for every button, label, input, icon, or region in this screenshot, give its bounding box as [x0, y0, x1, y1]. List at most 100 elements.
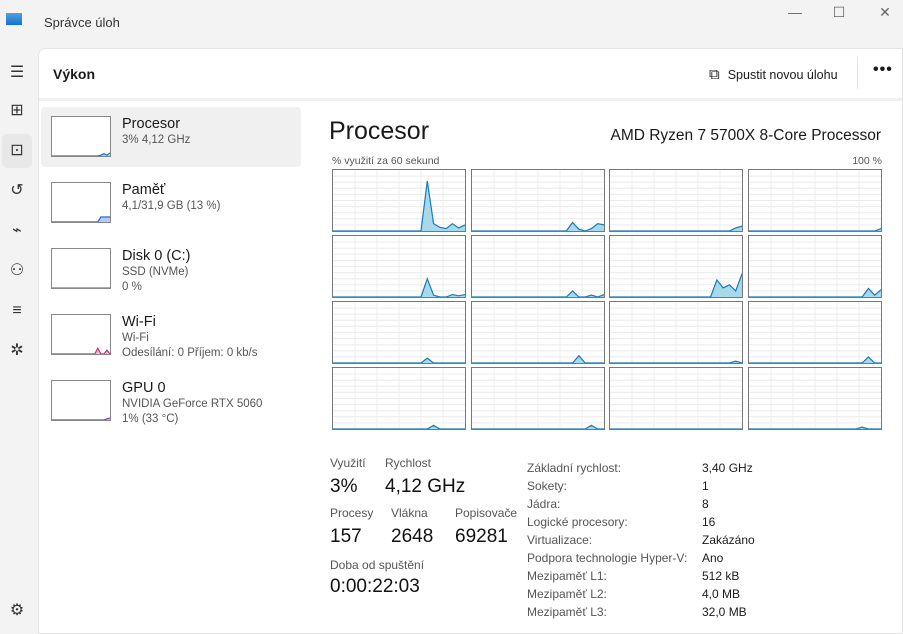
- processes-value: 157: [330, 526, 362, 547]
- usage-line: [52, 417, 111, 421]
- window-title: Správce úloh: [44, 15, 120, 30]
- maximize-icon[interactable]: ☐: [832, 4, 846, 20]
- usage-area: [471, 222, 604, 231]
- usage-graph: [52, 417, 111, 421]
- core-graph-9: [470, 301, 605, 364]
- thumbnail-graph: [51, 380, 111, 421]
- processes-label: Procesy: [330, 506, 374, 520]
- core-graph-10: [609, 301, 743, 364]
- users-icon[interactable]: ⚇: [9, 262, 25, 279]
- spec-label: Mezipaměť L1:: [527, 569, 607, 583]
- usage-graph: [333, 368, 465, 430]
- spec-label: Mezipaměť L3:: [527, 605, 607, 619]
- core-graph-4: [332, 235, 466, 298]
- sidebar-item[interactable]: Paměť 4,1/31,9 GB (13 %): [41, 173, 301, 233]
- graph-max-label: 100 %: [852, 155, 882, 167]
- sidebar-item-detail: 4,1/31,9 GB (13 %): [122, 200, 221, 212]
- core-graph-3: [747, 169, 882, 232]
- settings-icon[interactable]: ⚙: [9, 602, 25, 619]
- usage-graph: [52, 216, 110, 223]
- core-graph-7: [747, 235, 882, 298]
- run-new-task-button[interactable]: ⧉ Spustit novou úlohu: [709, 66, 838, 83]
- usage-area: [52, 216, 110, 222]
- usage-graph: [610, 368, 742, 430]
- spec-value: 16: [702, 515, 716, 529]
- core-graph-13: [470, 367, 605, 430]
- sidebar-item-name: Procesor: [122, 116, 181, 132]
- usage-area: [748, 356, 881, 363]
- spec-label: Základní rychlost:: [527, 461, 622, 475]
- usage-graph: [471, 302, 604, 364]
- divider: [857, 57, 858, 89]
- spec-value: Ano: [702, 551, 724, 565]
- spec-value: 3,40 GHz: [702, 461, 753, 475]
- usage-graph: [333, 236, 466, 298]
- core-graph-11: [747, 301, 882, 364]
- sidebar-item-detail: Odesílání: 0 Příjem: 0 kb/s: [122, 347, 258, 359]
- sidebar-item-detail: 0 %: [122, 281, 142, 293]
- spec-value: 1: [702, 479, 709, 493]
- spec-value: 4,0 MB: [702, 587, 741, 601]
- spec-label: Logické procesory:: [527, 515, 628, 529]
- sidebar-item[interactable]: Disk 0 (C:) SSD (NVMe) 0 %: [41, 239, 301, 299]
- page-title: Výkon: [53, 66, 96, 82]
- sidebar-item-name: GPU 0: [122, 380, 166, 396]
- close-icon[interactable]: ✕: [879, 4, 891, 20]
- services-icon[interactable]: ✲: [10, 342, 24, 359]
- usage-graph: [471, 236, 604, 298]
- core-graph-0: [332, 169, 466, 232]
- spec-value: 32,0 MB: [702, 605, 747, 619]
- handles-value: 69281: [455, 526, 508, 547]
- usage-graph: [748, 368, 881, 430]
- spec-label: Mezipaměť L2:: [527, 587, 607, 601]
- usage-area: [52, 152, 110, 156]
- hamburger-icon[interactable]: ☰: [9, 64, 25, 81]
- usage-area: [471, 425, 604, 429]
- usage-graph: [748, 302, 881, 364]
- usage-area: [52, 348, 110, 354]
- sidebar-item-detail: Wi-Fi: [122, 332, 149, 344]
- app-history-icon[interactable]: ↺: [10, 182, 24, 199]
- uptime-value: 0:00:22:03: [330, 576, 420, 597]
- spec-value: 512 kB: [702, 569, 740, 583]
- sidebar-item-detail: SSD (NVMe): [122, 266, 189, 278]
- sidebar-item[interactable]: GPU 0 NVIDIA GeForce RTX 5060 1% (33 °C): [41, 371, 301, 431]
- nav-rail: ☰ ⊞ ⊡ ↺ ⌁ ⚇ ≡ ✲ ⚙: [0, 46, 38, 634]
- sidebar-item-name: Paměť: [122, 182, 166, 198]
- spec-value: Zakázáno: [702, 533, 755, 547]
- handles-label: Popisovače: [455, 506, 518, 520]
- sidebar-item-detail: 1% (33 °C): [122, 413, 179, 425]
- more-options-button[interactable]: •••: [873, 61, 893, 78]
- usage-line: [52, 346, 111, 355]
- core-graph-2: [609, 169, 743, 232]
- usage-graph: [333, 302, 465, 364]
- details-icon[interactable]: ≡: [12, 302, 22, 319]
- usage-graph: [748, 236, 881, 298]
- core-graph-5: [470, 235, 605, 298]
- spec-label: Jádra:: [527, 497, 561, 511]
- usage-area: [471, 355, 604, 363]
- spec-label: Sokety:: [527, 479, 568, 493]
- usage-area: [748, 288, 881, 297]
- processes-icon[interactable]: ⊞: [10, 102, 24, 119]
- usage-graph: [610, 236, 743, 298]
- core-graph-8: [332, 301, 466, 364]
- usage-graph: [471, 170, 604, 232]
- sidebar-item-detail: NVIDIA GeForce RTX 5060: [122, 398, 263, 410]
- sidebar-item[interactable]: Wi-Fi Wi-Fi Odesílání: 0 Příjem: 0 kb/s: [41, 305, 301, 365]
- graph-label: % využití za 60 sekund: [332, 155, 440, 167]
- thumbnail-graph: [51, 182, 111, 223]
- sidebar-item-detail: 3% 4,12 GHz: [122, 134, 191, 146]
- performance-icon[interactable]: ⊡: [2, 134, 32, 168]
- uptime-label: Doba od spuštění: [330, 558, 425, 572]
- startup-icon[interactable]: ⌁: [12, 222, 22, 239]
- thumbnail-graph: [51, 116, 111, 157]
- usage-graph: [748, 170, 881, 232]
- usage-graph: [610, 302, 743, 364]
- cpu-model: AMD Ryzen 7 5700X 8-Core Processor: [610, 127, 881, 144]
- sidebar-item[interactable]: Procesor 3% 4,12 GHz: [41, 107, 301, 167]
- task-manager-icon: [6, 13, 22, 25]
- minimize-icon[interactable]: —: [788, 4, 802, 20]
- spec-label: Podpora technologie Hyper-V:: [527, 551, 688, 565]
- run-new-task-label: Spustit novou úlohu: [727, 67, 838, 82]
